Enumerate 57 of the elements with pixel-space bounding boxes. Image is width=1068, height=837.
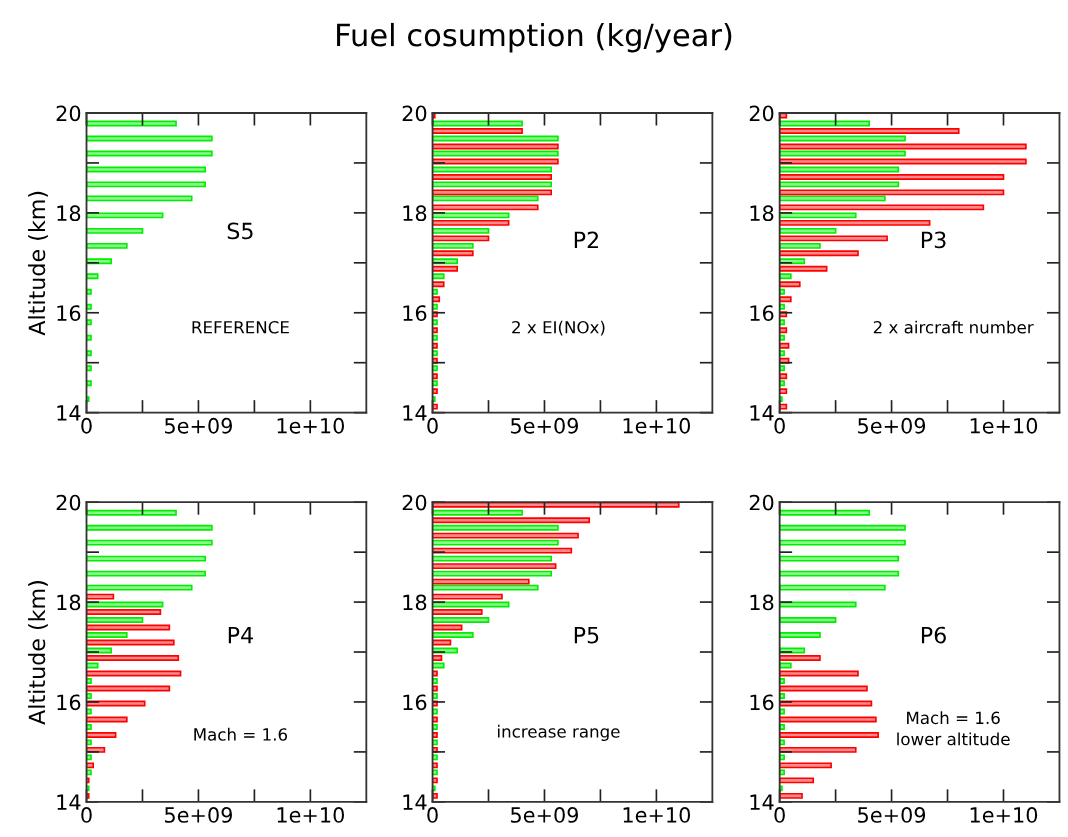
y-tick-label: 14 <box>403 794 427 810</box>
y-tick-label: 16 <box>750 305 774 321</box>
y-tick-label: 18 <box>57 205 81 222</box>
y-tick-label: 16 <box>57 305 81 321</box>
x-tick-label: 1e+10 <box>277 807 344 823</box>
y-axis-title: Altitude (km) <box>28 581 48 725</box>
y-tick-label: 14 <box>750 794 774 810</box>
x-tick-label: 0 <box>427 417 438 434</box>
y-tick-label: 14 <box>57 794 81 810</box>
x-tick-label: 0 <box>774 807 785 823</box>
annotation: REFERENCE <box>192 320 289 334</box>
annotation: P2 <box>574 231 598 248</box>
y-tick-label: 16 <box>403 694 427 711</box>
x-tick-label: 5e+09 <box>165 417 232 434</box>
x-tick-label: 1e+10 <box>277 417 344 434</box>
y-tick-label: 16 <box>57 694 81 711</box>
x-tick-label: 5e+09 <box>511 807 579 823</box>
x-tick-label: 0 <box>427 807 438 823</box>
x-tick-label: 1e+10 <box>970 807 1038 823</box>
y-axis-title: Altitude (km) <box>28 191 48 336</box>
y-tick-label: 18 <box>750 594 774 611</box>
x-tick-label: 5e+09 <box>511 417 579 434</box>
x-tick-label: 1e+10 <box>623 417 691 434</box>
annotation: Mach = 1.6 <box>194 727 288 741</box>
x-tick-label: 1e+10 <box>970 417 1038 434</box>
x-tick-label: 0 <box>81 417 92 434</box>
y-tick-label: 18 <box>57 594 81 611</box>
y-tick-label: 20 <box>56 105 81 122</box>
annotation: P4 <box>228 626 253 644</box>
y-tick-label: 20 <box>749 105 774 122</box>
y-tick-label: 18 <box>403 205 427 222</box>
annotation: P6 <box>921 626 946 644</box>
x-tick-label: 0 <box>81 807 92 823</box>
y-tick-label: 20 <box>749 494 774 511</box>
y-tick-label: 20 <box>402 494 427 511</box>
annotation: 2 x aircraft number <box>873 320 1034 334</box>
y-tick-label: 16 <box>750 694 774 711</box>
y-tick-label: 16 <box>403 305 427 321</box>
annotation: S5 <box>227 222 253 240</box>
y-tick-label: 14 <box>57 405 81 421</box>
x-tick-label: 5e+09 <box>165 807 232 823</box>
annotation: 2 x EI(NOx) <box>512 320 605 336</box>
x-tick-label: 5e+09 <box>858 417 926 434</box>
x-tick-label: 1e+10 <box>623 807 691 823</box>
y-tick-label: 14 <box>403 405 427 421</box>
annotation: increase range <box>498 724 620 741</box>
y-tick-label: 14 <box>750 405 774 421</box>
y-tick-label: 18 <box>403 594 427 611</box>
y-tick-label: 20 <box>402 105 427 122</box>
x-tick-label: 0 <box>774 417 785 434</box>
y-tick-label: 20 <box>56 494 81 511</box>
annotation: Mach = 1.6 lower altitude <box>897 711 1010 746</box>
x-tick-label: 5e+09 <box>858 807 926 823</box>
chart-title: Fuel cosumption (kg/year) <box>337 22 732 53</box>
y-tick-label: 18 <box>750 205 774 222</box>
annotation: P3 <box>921 231 946 249</box>
annotation: P5 <box>574 626 599 644</box>
